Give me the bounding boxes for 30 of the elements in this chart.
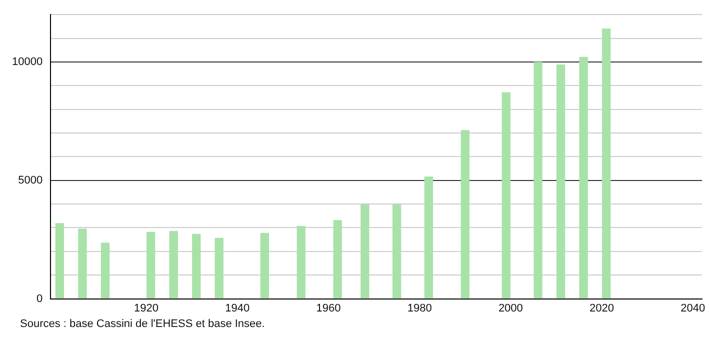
bar <box>579 56 588 299</box>
bar <box>602 28 611 299</box>
bar <box>556 64 566 299</box>
y-tick-label: 5000 <box>18 174 43 186</box>
bar <box>55 223 64 299</box>
y-tick-label: 0 <box>36 292 43 305</box>
x-tick-label: 1940 <box>225 302 250 314</box>
bar <box>460 130 470 299</box>
bar <box>424 176 434 299</box>
bar <box>146 232 156 299</box>
bar <box>260 232 270 299</box>
bar <box>169 230 178 299</box>
bar <box>100 242 110 299</box>
bar <box>296 226 306 299</box>
y-tick-label: 10000 <box>12 56 43 68</box>
bar <box>360 204 370 299</box>
bar <box>333 220 342 299</box>
bar <box>502 92 510 299</box>
x-tick-label: 2040 <box>680 302 706 314</box>
bar <box>214 238 224 299</box>
bar <box>192 234 201 299</box>
source-note: Sources : base Cassini de l'EHESS et base Insee. <box>20 318 266 330</box>
x-tick-label: 2000 <box>498 302 523 314</box>
bar <box>534 62 542 299</box>
x-tick-label: 1980 <box>407 302 432 314</box>
x-tick-label: 2020 <box>590 302 614 314</box>
x-tick-label: 1960 <box>316 302 341 314</box>
bar <box>78 228 87 299</box>
bar <box>392 204 402 299</box>
x-tick-label: 1920 <box>134 302 158 314</box>
